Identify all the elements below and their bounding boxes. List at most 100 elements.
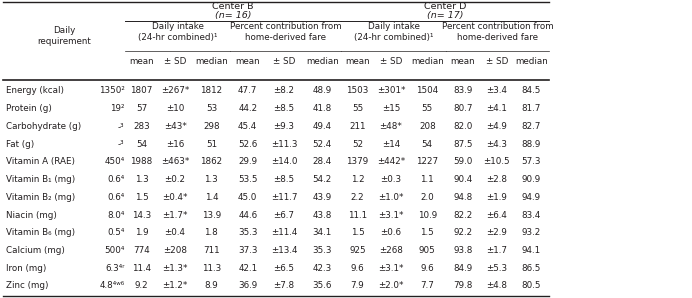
- Text: ±1.9: ±1.9: [486, 193, 507, 202]
- Text: median: median: [515, 57, 548, 66]
- Text: ±5.3: ±5.3: [486, 264, 507, 273]
- Text: 54.2: 54.2: [313, 175, 331, 184]
- Text: Calcium (mg): Calcium (mg): [6, 246, 64, 255]
- Text: ±8.5: ±8.5: [273, 175, 295, 184]
- Text: 94.1: 94.1: [522, 246, 541, 255]
- Text: 711: 711: [203, 246, 220, 255]
- Text: 87.5: 87.5: [453, 139, 473, 149]
- Text: ±4.3: ±4.3: [486, 139, 507, 149]
- Text: ±4.9: ±4.9: [486, 122, 507, 131]
- Text: 905: 905: [419, 246, 436, 255]
- Text: ±0.4: ±0.4: [165, 228, 185, 237]
- Text: 59.0: 59.0: [453, 157, 473, 166]
- Text: 19²: 19²: [110, 104, 125, 113]
- Text: 52.6: 52.6: [238, 139, 257, 149]
- Text: ± SD: ± SD: [164, 57, 186, 66]
- Text: Vitamin A (RAE): Vitamin A (RAE): [6, 157, 75, 166]
- Text: 52: 52: [352, 139, 363, 149]
- Text: Zinc (mg): Zinc (mg): [6, 281, 48, 291]
- Text: ±14.0: ±14.0: [271, 157, 298, 166]
- Text: 211: 211: [349, 122, 365, 131]
- Text: 1.1: 1.1: [421, 175, 434, 184]
- Text: 42.1: 42.1: [238, 264, 257, 273]
- Text: 1.8: 1.8: [205, 228, 218, 237]
- Text: ±0.4*: ±0.4*: [163, 193, 188, 202]
- Text: Iron (mg): Iron (mg): [6, 264, 46, 273]
- Text: mean: mean: [450, 57, 475, 66]
- Text: 10.9: 10.9: [418, 210, 437, 220]
- Text: ±14: ±14: [382, 139, 400, 149]
- Text: ±8.5: ±8.5: [273, 104, 295, 113]
- Text: 1.5: 1.5: [135, 193, 148, 202]
- Text: 14.3: 14.3: [132, 210, 151, 220]
- Text: 208: 208: [419, 122, 436, 131]
- Text: -³: -³: [118, 122, 125, 131]
- Text: 83.9: 83.9: [453, 86, 473, 95]
- Text: 94.9: 94.9: [522, 193, 541, 202]
- Text: ±11.4: ±11.4: [271, 228, 298, 237]
- Text: ±6.7: ±6.7: [273, 210, 295, 220]
- Text: ±10: ±10: [166, 104, 184, 113]
- Text: 13.9: 13.9: [202, 210, 221, 220]
- Text: 42.3: 42.3: [313, 264, 331, 273]
- Text: 0.5⁴: 0.5⁴: [107, 228, 125, 237]
- Text: 450⁴: 450⁴: [104, 157, 125, 166]
- Text: ±7.8: ±7.8: [273, 281, 295, 291]
- Text: ±1.0*: ±1.0*: [379, 193, 403, 202]
- Text: 7.9: 7.9: [351, 281, 364, 291]
- Text: 1.4: 1.4: [205, 193, 218, 202]
- Text: 1350²: 1350²: [99, 86, 125, 95]
- Text: 84.9: 84.9: [453, 264, 473, 273]
- Text: ±1.7*: ±1.7*: [163, 210, 188, 220]
- Text: Center D: Center D: [424, 2, 466, 11]
- Text: ±4.1: ±4.1: [486, 104, 507, 113]
- Text: 84.5: 84.5: [522, 86, 541, 95]
- Text: ±3.1*: ±3.1*: [379, 264, 403, 273]
- Text: median: median: [306, 57, 338, 66]
- Text: 44.2: 44.2: [238, 104, 257, 113]
- Text: ±1.7: ±1.7: [486, 246, 507, 255]
- Text: 43.9: 43.9: [313, 193, 331, 202]
- Text: Protein (g): Protein (g): [6, 104, 51, 113]
- Text: ±11.3: ±11.3: [271, 139, 298, 149]
- Text: 500⁴: 500⁴: [104, 246, 125, 255]
- Text: ±43*: ±43*: [163, 122, 187, 131]
- Text: 774: 774: [133, 246, 150, 255]
- Text: ±15: ±15: [382, 104, 400, 113]
- Text: ±1.3*: ±1.3*: [163, 264, 188, 273]
- Text: 9.2: 9.2: [135, 281, 148, 291]
- Text: 93.8: 93.8: [453, 246, 473, 255]
- Text: 82.7: 82.7: [522, 122, 541, 131]
- Text: ±8.2: ±8.2: [273, 86, 295, 95]
- Text: 53.5: 53.5: [238, 175, 257, 184]
- Text: 1862: 1862: [201, 157, 222, 166]
- Text: Center B: Center B: [212, 2, 254, 11]
- Text: Vitamin B₆ (mg): Vitamin B₆ (mg): [6, 228, 75, 237]
- Text: 41.8: 41.8: [313, 104, 331, 113]
- Text: 1.5: 1.5: [421, 228, 434, 237]
- Text: ±16: ±16: [166, 139, 184, 149]
- Text: Daily
requirement: Daily requirement: [37, 26, 91, 46]
- Text: ±442*: ±442*: [377, 157, 405, 166]
- Text: 45.4: 45.4: [238, 122, 257, 131]
- Text: 55: 55: [352, 104, 363, 113]
- Text: 7.7: 7.7: [420, 281, 435, 291]
- Text: 45.0: 45.0: [238, 193, 257, 202]
- Text: Percent contribution from
home-derived fare: Percent contribution from home-derived f…: [441, 22, 554, 42]
- Text: ±3.4: ±3.4: [486, 86, 507, 95]
- Text: 2.2: 2.2: [351, 193, 364, 202]
- Text: mean: mean: [345, 57, 370, 66]
- Text: 90.9: 90.9: [522, 175, 541, 184]
- Text: 283: 283: [133, 122, 150, 131]
- Text: ±267*: ±267*: [161, 86, 190, 95]
- Text: 54: 54: [136, 139, 147, 149]
- Text: ±11.7: ±11.7: [271, 193, 298, 202]
- Text: 9.6: 9.6: [351, 264, 364, 273]
- Text: ± SD: ± SD: [380, 57, 402, 66]
- Text: 90.4: 90.4: [453, 175, 473, 184]
- Text: median: median: [195, 57, 228, 66]
- Text: 81.7: 81.7: [522, 104, 541, 113]
- Text: Daily intake
(24-hr combined)¹: Daily intake (24-hr combined)¹: [138, 22, 217, 42]
- Text: 11.3: 11.3: [202, 264, 221, 273]
- Text: ±9.3: ±9.3: [273, 122, 295, 131]
